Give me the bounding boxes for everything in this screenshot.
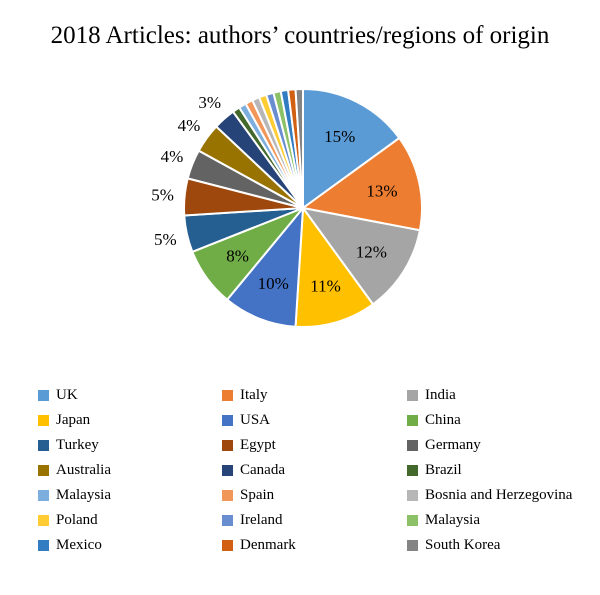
chart-title: 2018 Articles: authors’ countries/region… (50, 22, 550, 49)
legend-item-south-korea: South Korea (407, 533, 587, 558)
legend-label: South Korea (425, 537, 501, 553)
legend-item-uk: UK (38, 383, 222, 408)
legend-swatch (38, 440, 49, 451)
legend-item-bosnia-and-herzegovina: Bosnia and Herzegovina (407, 483, 587, 508)
chart-legend: UK Italy India Japan USA China Turkey Egypt Germ… (38, 383, 598, 558)
legend-label: Poland (56, 512, 98, 528)
pie-slice-italy-1 (300, 136, 423, 232)
legend-label: Malaysia (425, 512, 480, 528)
legend-swatch (407, 415, 418, 426)
legend-swatch (38, 490, 49, 501)
legend-swatch (407, 490, 418, 501)
legend-label: China (425, 412, 461, 428)
legend-swatch (222, 515, 233, 526)
data-label-australia: 4% (178, 116, 201, 135)
legend-swatch (38, 465, 49, 476)
data-label-india: 12% (356, 242, 387, 261)
legend-item-spain: Spain (222, 483, 407, 508)
data-label-italy: 13% (366, 181, 397, 200)
legend-swatch (38, 390, 49, 401)
legend-swatch (38, 515, 49, 526)
legend-item-brazil: Brazil (407, 458, 587, 483)
legend-label: Turkey (56, 437, 99, 453)
legend-item-denmark: Denmark (222, 533, 407, 558)
data-label-uk: 15% (324, 127, 355, 146)
legend-swatch (407, 390, 418, 401)
legend-item-mexico: Mexico (38, 533, 222, 558)
pie-chart: 15% 13% 12% 11% 10% 8% 5% 5% 4% 4% 3% (151, 87, 423, 328)
legend-label: Mexico (56, 537, 102, 553)
legend-swatch (407, 515, 418, 526)
legend-swatch (222, 490, 233, 501)
pie-slice-uk-0 (302, 87, 401, 210)
data-label-china: 8% (226, 247, 249, 266)
data-label-germany: 4% (161, 147, 184, 166)
legend-label: Ireland (240, 512, 283, 528)
legend-label: UK (56, 387, 78, 403)
legend-item-malaysia: Malaysia (38, 483, 222, 508)
legend-item-australia: Australia (38, 458, 222, 483)
legend-swatch (222, 465, 233, 476)
legend-swatch (38, 415, 49, 426)
legend-swatch (222, 415, 233, 426)
data-label-usa: 10% (258, 274, 289, 293)
legend-label: Australia (56, 462, 111, 478)
legend-label: Denmark (240, 537, 296, 553)
data-label-egypt: 5% (151, 186, 174, 205)
legend-item-malaysia: Malaysia (407, 508, 587, 533)
legend-label: Italy (240, 387, 268, 403)
legend-item-poland: Poland (38, 508, 222, 533)
legend-swatch (222, 440, 233, 451)
legend-label: Brazil (425, 462, 462, 478)
legend-swatch (407, 540, 418, 551)
data-label-canada: 3% (198, 93, 221, 112)
legend-label: Egypt (240, 437, 276, 453)
legend-label: Japan (56, 412, 91, 428)
legend-label: Spain (240, 487, 275, 503)
data-label-japan: 11% (310, 277, 341, 296)
legend-item-germany: Germany (407, 433, 587, 458)
legend-label: Canada (240, 462, 285, 478)
legend-label: Germany (425, 437, 481, 453)
legend-item-turkey: Turkey (38, 433, 222, 458)
legend-item-italy: Italy (222, 383, 407, 408)
legend-item-usa: USA (222, 408, 407, 433)
legend-label: Bosnia and Herzegovina (425, 487, 573, 503)
legend-swatch (407, 465, 418, 476)
legend-swatch (222, 540, 233, 551)
legend-item-egypt: Egypt (222, 433, 407, 458)
legend-item-canada: Canada (222, 458, 407, 483)
legend-item-china: China (407, 408, 587, 433)
legend-item-japan: Japan (38, 408, 222, 433)
legend-label: Malaysia (56, 487, 111, 503)
legend-swatch (407, 440, 418, 451)
pie-slice-usa-4 (225, 204, 305, 328)
legend-swatch (38, 540, 49, 551)
data-label-turkey: 5% (154, 230, 177, 249)
legend-swatch (222, 390, 233, 401)
pie-slice-japan-3 (294, 205, 375, 328)
pie-slice-south-korea-20 (294, 87, 304, 209)
legend-item-india: India (407, 383, 587, 408)
legend-item-ireland: Ireland (222, 508, 407, 533)
legend-label: USA (240, 412, 271, 428)
pie-slice-india-2 (300, 206, 422, 306)
legend-label: India (425, 387, 456, 403)
